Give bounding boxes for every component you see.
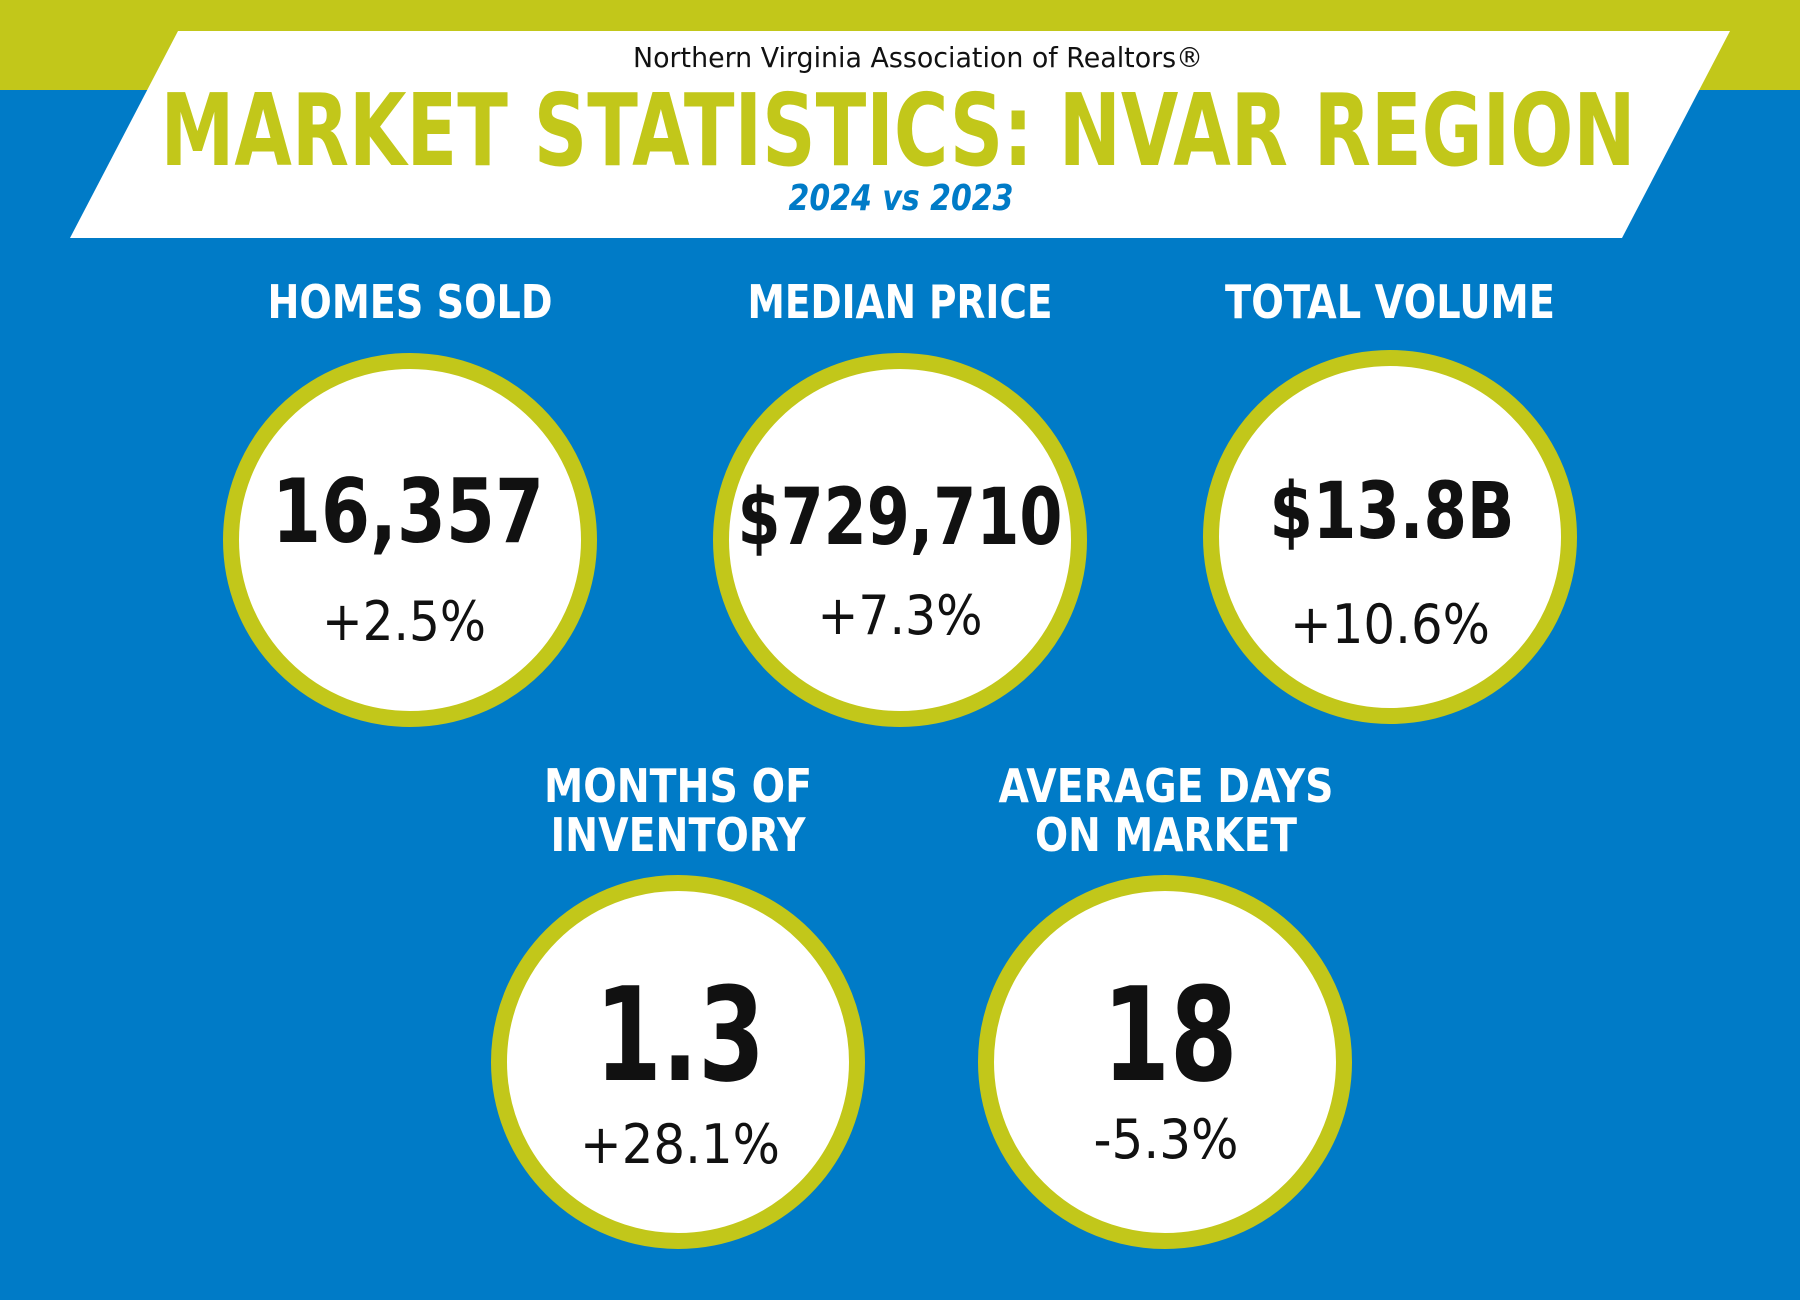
stat-change: +28.1%	[580, 1113, 780, 1176]
stat-change: +10.6%	[1290, 593, 1490, 656]
stat-value: 18	[1103, 959, 1238, 1111]
stat-label: AVERAGE DAYS	[999, 759, 1334, 813]
stat-circle	[713, 353, 1087, 727]
stat-change: +2.5%	[322, 590, 486, 653]
organization-name: Northern Virginia Association of Realtor…	[633, 41, 1203, 74]
stat-label: TOTAL VOLUME	[1225, 275, 1555, 329]
comparison-period: 2024 vs 2023	[789, 178, 1014, 219]
stat-homes-sold: HOMES SOLD 16,357 +2.5%	[223, 275, 597, 727]
stat-value: 1.3	[595, 959, 765, 1111]
stat-value: 16,357	[272, 460, 544, 563]
stat-label: MONTHS OF	[544, 759, 812, 813]
stat-value: $729,710	[738, 473, 1063, 563]
stat-median-price: MEDIAN PRICE $729,710 +7.3%	[713, 275, 1087, 727]
stat-label: MEDIAN PRICE	[748, 275, 1053, 329]
stat-circle	[223, 353, 597, 727]
stat-circle	[491, 875, 865, 1249]
stat-circle	[978, 875, 1352, 1249]
header-panel	[70, 31, 1730, 238]
stat-value: $13.8B	[1270, 467, 1515, 557]
stat-circle	[1203, 350, 1577, 724]
stat-change: -5.3%	[1094, 1108, 1239, 1171]
stat-label: HOMES SOLD	[268, 275, 553, 329]
stat-average-days-on-market: AVERAGE DAYS ON MARKET 18 -5.3%	[978, 759, 1352, 1249]
page-title: MARKET STATISTICS: NVAR REGION	[161, 72, 1636, 189]
stat-change: +7.3%	[818, 584, 983, 647]
stat-label: ON MARKET	[1035, 808, 1298, 862]
stat-months-of-inventory: MONTHS OF INVENTORY 1.3 +28.1%	[491, 759, 865, 1249]
stat-total-volume: TOTAL VOLUME $13.8B +10.6%	[1203, 275, 1577, 724]
stat-label: INVENTORY	[551, 808, 807, 862]
